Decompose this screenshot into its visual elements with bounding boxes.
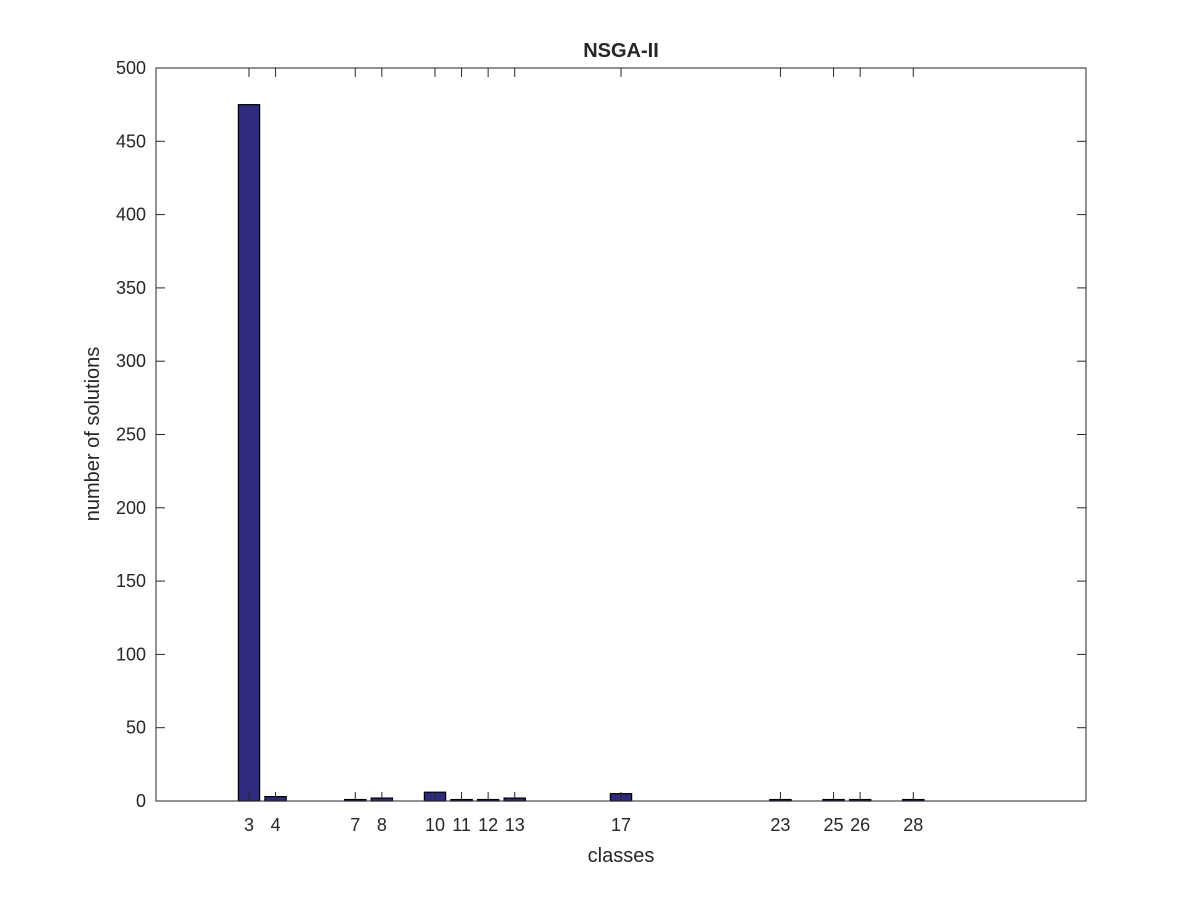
x-tick-label-10: 10 (425, 815, 445, 835)
x-tick-label-26: 26 (850, 815, 870, 835)
x-tick-label-11: 11 (452, 815, 471, 835)
y-tick-label-400: 400 (116, 205, 146, 225)
y-tick-label-350: 350 (116, 278, 146, 298)
bar-3 (237, 104, 261, 802)
x-tick-label-12: 12 (478, 815, 498, 835)
y-tick-label-150: 150 (116, 571, 146, 591)
y-tick-label-500: 500 (116, 58, 146, 78)
y-tick-label-450: 450 (116, 131, 146, 151)
axes-box (155, 67, 1087, 802)
x-tick-label-7: 7 (350, 815, 360, 835)
y-tick-label-100: 100 (116, 644, 146, 664)
x-tick-label-3: 3 (244, 815, 254, 835)
y-tick-label-300: 300 (116, 351, 146, 371)
x-tick-label-8: 8 (377, 815, 387, 835)
x-axis-label: classes (588, 845, 655, 867)
y-tick-label-0: 0 (136, 791, 146, 811)
x-tick-label-23: 23 (770, 815, 790, 835)
y-tick-label-50: 50 (126, 718, 146, 738)
tick-labels-group: 0 50 100 150 200 250 300 350 400 450 500 3 4 7 8 10 11 12… (116, 58, 923, 835)
x-tick-label-17: 17 (611, 815, 631, 835)
x-tick-label-13: 13 (505, 815, 525, 835)
y-axis-label: number of solutions (82, 347, 104, 522)
x-tick-label-28: 28 (903, 815, 923, 835)
x-tick-label-25: 25 (824, 815, 844, 835)
chart-title: NSGA-II (583, 40, 659, 62)
y-tick-label-200: 200 (116, 498, 146, 518)
y-tick-label-250: 250 (116, 425, 146, 445)
x-tick-label-4: 4 (271, 815, 281, 835)
plot-area (156, 68, 1086, 801)
